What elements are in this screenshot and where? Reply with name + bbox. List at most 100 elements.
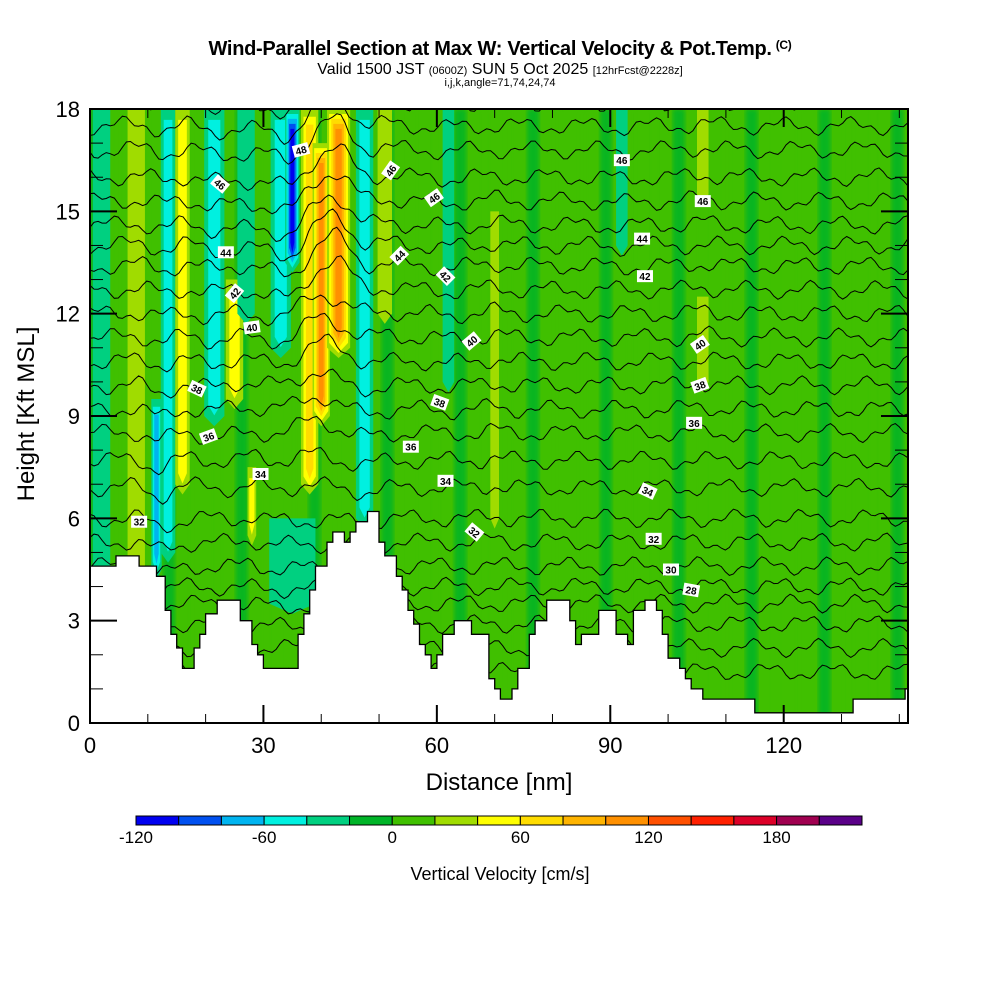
field-stripe: [575, 109, 588, 723]
contour-label-box: [437, 474, 454, 487]
colorbar-bin: [477, 815, 521, 826]
contour-label-text: 30: [665, 566, 677, 577]
colorbar-bin: [818, 815, 863, 826]
chart-title-text: Wind-Parallel Section at Max W: Vertical…: [208, 38, 772, 60]
contour-label: 34: [437, 474, 454, 488]
y-tick-label: 6: [68, 506, 80, 531]
field-stripe: [502, 109, 515, 723]
theta-contour-line: [90, 113, 908, 165]
theta-contour-line: [90, 415, 908, 445]
w-feature-band: [490, 211, 499, 529]
colorbar-bin: [349, 815, 393, 826]
field-stripe: [818, 109, 831, 723]
contour-label: 36: [198, 428, 219, 445]
contour-label-text: 38: [189, 383, 204, 398]
contour-label-box: [636, 270, 653, 283]
w-feature-band: [208, 119, 221, 416]
contour-label-box: [662, 563, 679, 576]
y-tick-label: 12: [56, 302, 80, 327]
theta-contour-line: [90, 109, 908, 146]
field-stripe: [259, 109, 273, 723]
field-stripe: [866, 109, 880, 723]
contour-label-box: [682, 582, 701, 598]
contour-label-box: [217, 246, 234, 259]
colorbar-bin: [733, 815, 778, 826]
colorbar-bin: [306, 815, 351, 826]
x-tick-label: 120: [765, 733, 802, 758]
valid-time: Valid 1500 JST: [317, 61, 425, 78]
contour-label: 38: [430, 393, 450, 411]
contour-label-box: [243, 320, 261, 335]
w-feature-band: [249, 478, 255, 535]
contour-label: 46: [423, 188, 444, 208]
theta-contour-line: [90, 312, 908, 350]
contour-label-box: [131, 515, 148, 528]
contour-label-box: [686, 416, 703, 429]
contour-label-text: 36: [689, 419, 701, 430]
field-stripe: [696, 109, 710, 723]
theta-contour-line: [90, 395, 908, 421]
theta-contour-line: [90, 294, 908, 327]
theta-contour-line: [90, 226, 908, 278]
contour-label-box: [638, 482, 658, 500]
contour-label-text: 46: [697, 197, 709, 208]
theta-contour-line: [90, 576, 908, 602]
colorbar-bin: [776, 815, 820, 826]
contour-label: 46: [613, 154, 630, 167]
contour-label-text: 32: [648, 535, 660, 546]
field-stripe: [769, 109, 782, 723]
w-feature-band: [237, 109, 255, 324]
contour-label: 46: [694, 195, 711, 208]
contour-label: 28: [682, 582, 701, 598]
colorbar-tick-label: 0: [388, 828, 397, 847]
theta-contour-line: [90, 143, 908, 191]
field-stripe: [672, 109, 685, 723]
theta-contour-line: [90, 255, 908, 300]
contour-label: 38: [187, 379, 207, 398]
contour-label: 46: [381, 160, 401, 181]
contour-label-box: [389, 245, 410, 266]
field-stripe: [648, 109, 661, 723]
contour-label-text: 42: [639, 272, 651, 283]
contour-label-text: 36: [405, 443, 417, 454]
field-stripe: [794, 109, 807, 723]
colorbar-bin: [519, 815, 564, 826]
contour-label-box: [461, 331, 482, 351]
contour-label-text: 44: [637, 235, 649, 246]
theta-contour-line: [90, 556, 908, 577]
field-stripe: [745, 109, 758, 723]
contour-label-text: 44: [220, 248, 232, 259]
x-tick-label: 90: [598, 733, 622, 758]
contour-label-box: [645, 532, 662, 545]
contour-label-text: 34: [255, 470, 267, 481]
y-tick-label: 18: [56, 97, 80, 122]
w-feature-band: [335, 128, 342, 339]
y-tick-label: 0: [68, 711, 80, 736]
colorbar-bin: [263, 815, 308, 826]
colorbar-bin: [690, 815, 735, 826]
w-feature-band: [616, 109, 628, 256]
contour-label: 34: [638, 482, 658, 500]
terrain-profile: [90, 510, 908, 723]
field-stripe: [478, 109, 491, 723]
w-feature-band: [163, 119, 173, 552]
y-tick-label: 15: [56, 199, 80, 224]
x-tick-label: 60: [425, 733, 449, 758]
contour-label-box: [381, 160, 401, 181]
field-stripe: [551, 109, 564, 723]
contour-label-box: [689, 334, 710, 354]
contour-label: 36: [686, 416, 703, 430]
colorbar-tick-label: 60: [511, 828, 530, 847]
theta-contour-line: [90, 532, 908, 555]
chart-subtitle: Valid 1500 JST (0600Z) SUN 5 Oct 2025 [1…: [0, 61, 1000, 79]
x-tick-label: 30: [251, 733, 275, 758]
contour-label-box: [198, 428, 219, 445]
contour-label-text: 34: [440, 477, 452, 488]
chart-title: Wind-Parallel Section at Max W: Vertical…: [0, 38, 1000, 61]
colorbar-bin: [647, 815, 692, 826]
x-tick-label: 0: [84, 733, 96, 758]
w-feature-band: [318, 162, 324, 407]
valid-date: SUN 5 Oct 2025: [471, 61, 589, 78]
contour-label-text: 38: [432, 397, 447, 411]
